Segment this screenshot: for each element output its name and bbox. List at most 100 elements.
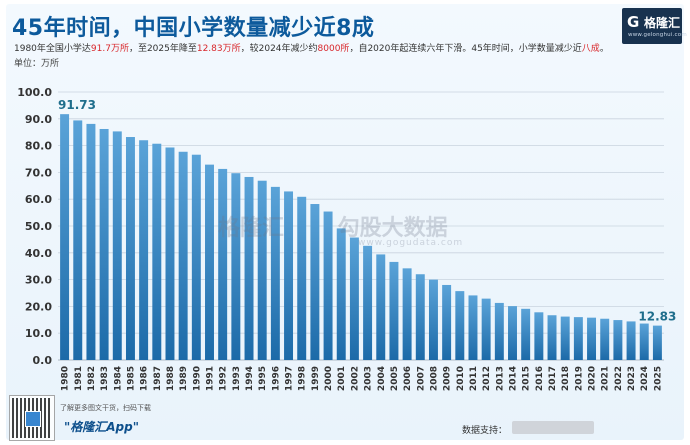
bar-1991 xyxy=(205,165,214,360)
bar-2008 xyxy=(429,280,438,360)
x-tick-label: 1990 xyxy=(192,366,202,391)
bar-2021 xyxy=(600,319,609,360)
x-tick-label: 2022 xyxy=(614,366,624,391)
bar-2022 xyxy=(613,320,622,360)
x-tick-label: 1983 xyxy=(100,366,110,391)
x-tick-label: 1984 xyxy=(113,366,123,391)
x-tick-label: 1995 xyxy=(258,366,268,391)
bar-2001 xyxy=(337,228,346,360)
x-tick-label: 2002 xyxy=(350,366,360,391)
qr-code[interactable] xyxy=(10,396,54,440)
x-tick-label: 1994 xyxy=(245,366,255,391)
x-tick-label: 2020 xyxy=(588,366,598,391)
watermark: 格隆汇 勾股大数据 www.gogudata.com xyxy=(218,210,448,242)
x-tick-label: 2004 xyxy=(377,366,387,391)
x-tick-label: 2005 xyxy=(390,366,400,391)
bar-1988 xyxy=(166,147,175,360)
bar-2002 xyxy=(350,238,359,360)
y-tick-label: 90.0 xyxy=(25,113,52,126)
watermark-url: www.gogudata.com xyxy=(358,238,463,248)
bar-1995 xyxy=(258,181,267,360)
bar-2015 xyxy=(521,309,530,360)
data-label-2025: 12.83 xyxy=(638,310,676,324)
x-tick-label: 2000 xyxy=(324,366,334,391)
x-tick-label: 2024 xyxy=(640,366,650,391)
bar-1985 xyxy=(126,137,135,360)
y-tick-label: 10.0 xyxy=(25,327,52,340)
x-tick-label: 1982 xyxy=(87,366,97,391)
bar-2023 xyxy=(627,321,636,360)
x-tick-label: 2019 xyxy=(574,366,584,391)
x-tick-label: 2021 xyxy=(601,366,611,391)
x-tick-label: 1987 xyxy=(153,366,163,391)
x-tick-label: 1997 xyxy=(285,366,295,391)
watermark-brand: 格隆汇 xyxy=(218,216,284,241)
bar-2017 xyxy=(548,315,557,360)
x-tick-label: 2006 xyxy=(403,366,413,391)
bar-2009 xyxy=(442,285,451,360)
x-tick-label: 1980 xyxy=(61,366,71,391)
y-tick-label: 0.0 xyxy=(33,354,53,367)
x-tick-label: 2018 xyxy=(561,366,571,391)
qr-logo-icon xyxy=(25,411,41,427)
x-tick-label: 2003 xyxy=(364,366,374,391)
x-tick-label: 2012 xyxy=(482,366,492,391)
x-tick-label: 1986 xyxy=(140,366,150,391)
x-tick-label: 1988 xyxy=(166,366,176,391)
bar-1990 xyxy=(192,155,201,360)
bar-2024 xyxy=(640,324,649,360)
x-tick-label: 1981 xyxy=(74,366,84,391)
bar-2025 xyxy=(653,326,662,360)
bar-2007 xyxy=(416,274,425,360)
bar-2020 xyxy=(587,318,596,360)
bar-1982 xyxy=(86,124,95,360)
bar-2003 xyxy=(363,246,372,360)
bar-1989 xyxy=(179,152,188,360)
bar-1983 xyxy=(100,129,109,360)
bar-2005 xyxy=(389,262,398,360)
x-tick-label: 2015 xyxy=(522,366,532,391)
bar-2019 xyxy=(574,317,583,360)
bar-1981 xyxy=(73,120,82,360)
x-tick-label: 2025 xyxy=(653,366,663,391)
bar-1994 xyxy=(245,177,254,360)
x-tick-label: 1998 xyxy=(298,366,308,391)
y-tick-label: 20.0 xyxy=(25,300,52,313)
footer-note: 了解更多图文干货，扫码下载 xyxy=(60,403,151,413)
y-tick-label: 100.0 xyxy=(17,86,52,99)
y-tick-label: 60.0 xyxy=(25,193,52,206)
x-tick-label: 2014 xyxy=(509,366,519,391)
footer-app-name: "格隆汇App" xyxy=(64,418,139,435)
data-source-label: 数据支持： xyxy=(462,423,507,436)
x-tick-label: 2008 xyxy=(429,366,439,391)
bar-2013 xyxy=(495,303,504,360)
x-tick-label: 2010 xyxy=(456,366,466,391)
x-tick-label: 1996 xyxy=(271,366,281,391)
bar-2018 xyxy=(561,317,570,360)
bar-2012 xyxy=(482,299,491,360)
x-tick-label: 2011 xyxy=(469,366,479,391)
bar-1992 xyxy=(218,169,227,360)
x-tick-label: 2009 xyxy=(443,366,453,391)
y-tick-label: 30.0 xyxy=(25,274,52,287)
bar-2016 xyxy=(534,312,543,360)
x-tick-label: 1985 xyxy=(126,366,136,391)
bar-2010 xyxy=(455,291,464,360)
y-tick-label: 40.0 xyxy=(25,247,52,260)
bar-1987 xyxy=(152,144,161,360)
y-tick-label: 50.0 xyxy=(25,220,52,233)
y-tick-label: 70.0 xyxy=(25,166,52,179)
x-tick-label: 2017 xyxy=(548,366,558,391)
x-tick-label: 2013 xyxy=(495,366,505,391)
x-tick-label: 2007 xyxy=(416,366,426,391)
x-tick-label: 1989 xyxy=(179,366,189,391)
data-source-logo xyxy=(512,421,594,434)
x-tick-label: 1992 xyxy=(219,366,229,391)
bar-2014 xyxy=(508,306,517,360)
bar-1993 xyxy=(231,173,240,360)
bar-1980 xyxy=(60,114,69,360)
data-label-1980: 91.73 xyxy=(58,98,96,112)
x-tick-label: 2016 xyxy=(535,366,545,391)
x-tick-label: 2023 xyxy=(627,366,637,391)
bar-2006 xyxy=(403,268,412,360)
